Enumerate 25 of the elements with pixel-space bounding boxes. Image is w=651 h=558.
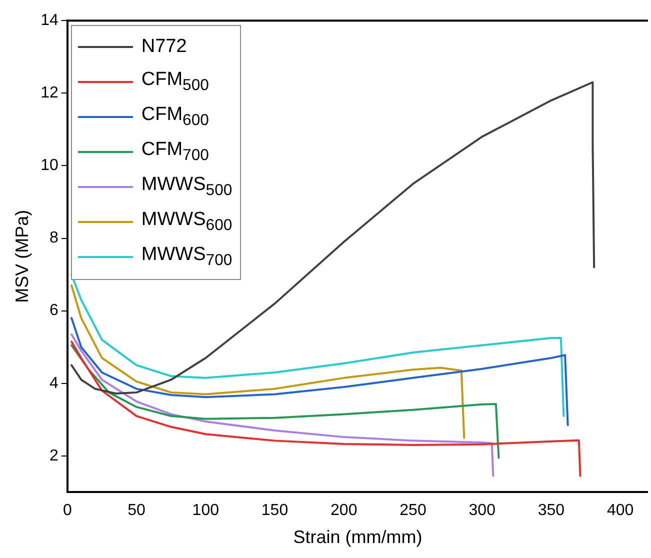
x-tick-label: 350 bbox=[538, 502, 565, 520]
x-tick-label: 300 bbox=[468, 502, 496, 520]
x-axis-title: Strain (mm/mm) bbox=[293, 527, 422, 548]
y-tick-label: 6 bbox=[49, 302, 58, 320]
x-tick-label: 50 bbox=[128, 502, 146, 520]
legend-label: CFM$_{500}$ bbox=[141, 69, 209, 95]
y-axis-title: MSV (MPa) bbox=[12, 210, 32, 303]
legend-label: CFM$_{600}$ bbox=[141, 104, 209, 130]
y-tick-label: 14 bbox=[40, 12, 58, 30]
x-tick-label: 250 bbox=[400, 502, 426, 520]
legend-label: CFM$_{700}$ bbox=[141, 139, 209, 165]
y-tick-label: 12 bbox=[40, 84, 58, 102]
legend-label: N772 bbox=[141, 36, 187, 58]
legend-label: MWWS$_{600}$ bbox=[141, 209, 232, 235]
x-tick-label: 0 bbox=[62, 502, 72, 520]
y-tick-label: 8 bbox=[49, 230, 58, 247]
y-tick-label: 10 bbox=[40, 157, 58, 174]
legend-label: MWWS$_{500}$ bbox=[141, 174, 232, 200]
x-tick-label: 100 bbox=[192, 502, 220, 520]
x-tick-label: 200 bbox=[330, 502, 358, 520]
y-tick-label: 2 bbox=[49, 447, 58, 464]
y-tick-label: 4 bbox=[49, 374, 58, 392]
x-tick-label: 150 bbox=[261, 502, 288, 520]
x-tick-label: 400 bbox=[607, 502, 634, 520]
legend-label: MWWS$_{700}$ bbox=[141, 244, 232, 270]
